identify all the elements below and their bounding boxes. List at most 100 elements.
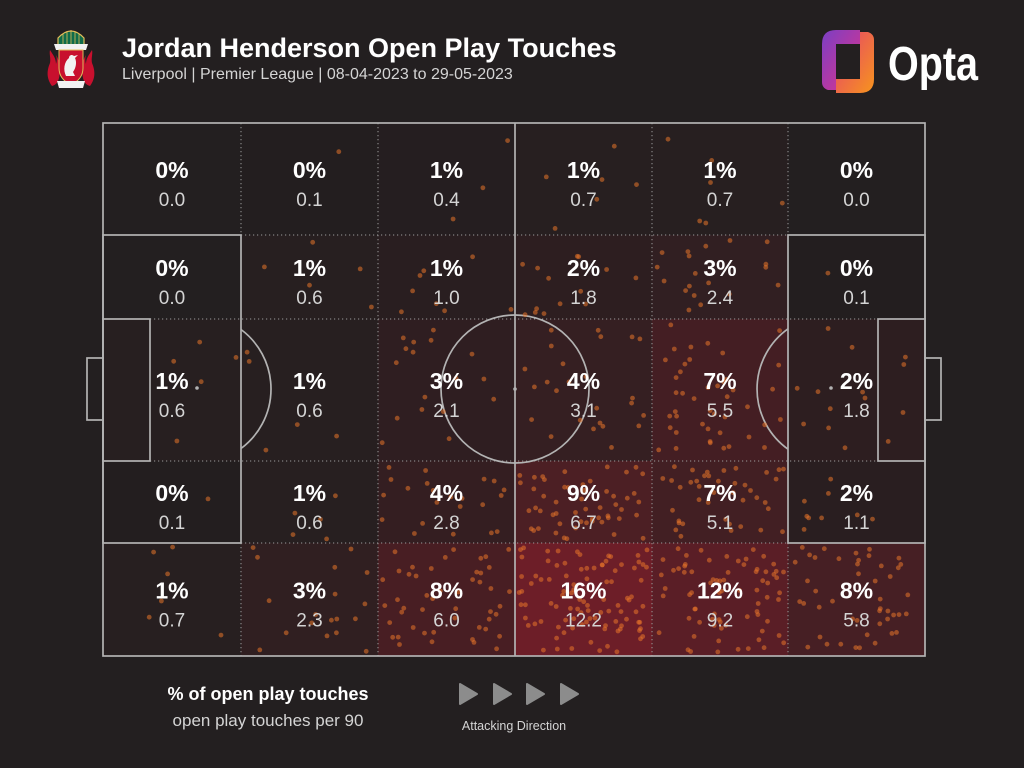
touch-dot <box>717 619 723 625</box>
touch-dot <box>488 586 494 591</box>
touch-dot <box>700 421 705 427</box>
touch-dot <box>390 634 396 640</box>
touch-dot <box>781 640 787 646</box>
touch-dot <box>799 545 805 550</box>
touch-dot <box>604 464 610 470</box>
touch-dot <box>491 478 497 484</box>
touch-dot <box>887 574 893 579</box>
touch-dot <box>477 579 483 585</box>
touch-dot <box>545 558 551 564</box>
touch-dot <box>430 596 435 602</box>
cell-percent-label: 4% <box>430 480 463 506</box>
opta-logo: Opta <box>822 30 978 93</box>
cell-per90-label: 2.8 <box>433 513 459 534</box>
touch-dot <box>755 601 761 606</box>
heatmap-cell <box>652 235 788 319</box>
touch-dot <box>777 590 782 596</box>
touch-dot <box>453 606 459 612</box>
touch-dot <box>745 646 751 651</box>
heatmap-cell <box>515 319 652 461</box>
touch-dot <box>410 564 415 570</box>
touch-dot <box>776 633 782 638</box>
touch-dot <box>554 646 560 652</box>
touch-dot <box>698 547 704 553</box>
touch-dot <box>250 545 256 550</box>
touch-dot <box>896 555 902 561</box>
touch-dot <box>309 620 315 626</box>
touch-dot <box>601 597 607 602</box>
touch-dot <box>849 344 855 350</box>
touch-dot <box>615 603 621 608</box>
touch-dot <box>609 579 614 585</box>
touch-dot <box>403 346 409 352</box>
touch-dot <box>554 635 559 641</box>
touch-dot <box>877 608 882 614</box>
cell-per90-label: 0.6 <box>296 401 322 422</box>
touch-dot <box>554 563 560 568</box>
touch-dot <box>548 601 554 606</box>
heatmap-cells <box>241 235 925 656</box>
touch-dot <box>446 436 452 442</box>
touch-dot <box>508 307 514 312</box>
legend: % of open play touches open play touches… <box>167 684 368 730</box>
touch-dot <box>557 521 563 527</box>
touch-dot <box>585 608 591 613</box>
cell-per90-label: 0.0 <box>159 190 185 211</box>
touch-dot <box>577 597 583 602</box>
cell-percent-label: 9% <box>567 480 600 506</box>
touch-dot <box>776 597 781 602</box>
touch-dot <box>801 601 807 606</box>
touch-dot <box>579 496 584 502</box>
touch-dot <box>521 545 526 551</box>
touch-dot <box>519 554 525 560</box>
right-penalty-spot <box>829 386 833 390</box>
touch-dot <box>171 358 177 364</box>
touch-dot <box>619 562 624 567</box>
touch-dot <box>687 283 692 289</box>
touch-dot <box>723 622 729 628</box>
touch-dot <box>670 507 675 513</box>
touch-dot <box>618 609 624 614</box>
touch-dot <box>812 555 818 560</box>
cell-percent-label: 0% <box>155 255 188 281</box>
touch-dot <box>584 520 589 526</box>
touch-dot <box>685 249 691 255</box>
touch-dot <box>644 564 649 570</box>
touch-dot <box>526 508 532 514</box>
touch-dot <box>637 336 643 342</box>
touch-dot <box>853 550 859 556</box>
touch-dot <box>412 531 417 536</box>
touch-dot <box>619 507 624 512</box>
touch-dot <box>420 607 425 612</box>
touch-dot <box>696 497 702 503</box>
touch-dot <box>570 625 575 631</box>
touch-dot <box>712 411 717 417</box>
touch-dot <box>541 647 546 653</box>
touch-dot <box>692 271 698 276</box>
touch-dot <box>656 630 662 636</box>
touch-dot <box>470 577 475 582</box>
touch-dot <box>765 618 770 624</box>
touch-dot <box>556 624 561 630</box>
touch-dot <box>894 630 899 635</box>
touch-dot <box>388 477 394 482</box>
touch-dot <box>677 484 683 490</box>
touch-dot <box>759 628 765 634</box>
touch-dot <box>719 588 724 594</box>
touch-dot <box>422 394 428 400</box>
touch-dot <box>676 520 682 526</box>
touch-dot <box>334 630 339 636</box>
touch-dot <box>431 327 436 333</box>
touch-dot <box>815 389 821 395</box>
touch-dot <box>528 581 534 586</box>
touch-dot <box>716 478 721 484</box>
touch-dot <box>424 593 430 598</box>
touch-dot <box>624 469 629 475</box>
touch-dot <box>614 649 620 655</box>
cell-percent-label: 0% <box>840 255 873 281</box>
touch-dot <box>780 529 785 535</box>
touch-dot <box>476 625 482 630</box>
touch-dot <box>609 445 614 450</box>
touch-dot <box>604 267 609 272</box>
touch-dot <box>584 619 589 625</box>
